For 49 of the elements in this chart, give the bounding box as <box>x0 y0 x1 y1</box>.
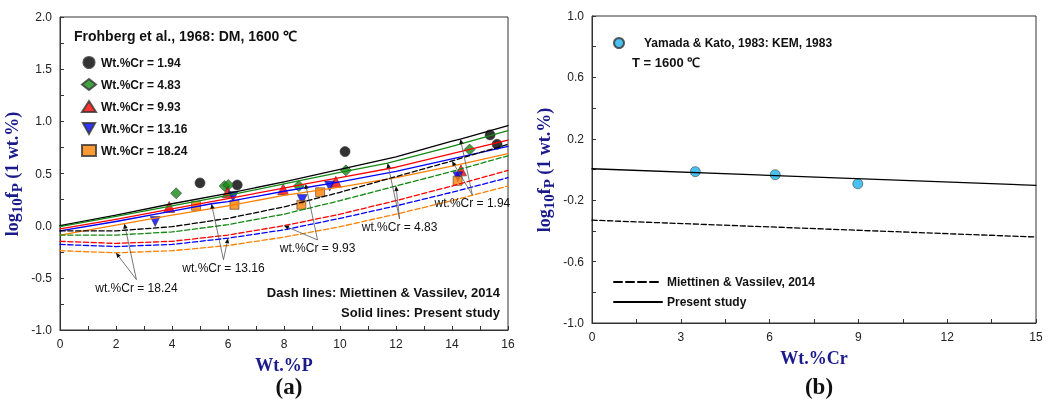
x-axis-title: Wt.%P <box>255 355 313 375</box>
x-tick-label: 15 <box>1029 330 1043 344</box>
annotation: T = 1600 ℃ <box>632 55 701 70</box>
annotation: wt.%Cr = 9.93 <box>278 240 356 255</box>
y-tick-label: 1.5 <box>35 62 53 77</box>
y-tick-label: -1.0 <box>31 323 53 337</box>
x-axis-title: Wt.%Cr <box>780 348 848 368</box>
x-tick-label: 6 <box>224 337 232 351</box>
annotation: wt.%Cr = 13.16 <box>181 260 265 275</box>
annotation: wt.%Cr = 18.24 <box>94 280 178 295</box>
x-tick-label: 16 <box>501 337 515 351</box>
text: (a) <box>275 374 303 399</box>
x-tick-label: 0 <box>588 330 596 344</box>
annotation: wt.%Cr = 1.94 <box>433 196 511 211</box>
x-tick-label: 3 <box>677 330 685 344</box>
y-tick-label: 0.0 <box>35 218 53 233</box>
y-tick-label: 0.2 <box>567 131 585 146</box>
legend-label: Miettinen & Vassilev, 2014 <box>667 275 816 289</box>
legend-title: Frohberg et al., 1968: DM, 1600 ℃ <box>74 28 298 44</box>
legend-label: Wt.%Cr = 1.94 <box>101 55 182 70</box>
x-tick-label: 14 <box>445 337 459 351</box>
legend-label: Wt.%Cr = 13.16 <box>101 121 188 136</box>
annotation: Dash lines: Miettinen & Vassilev, 2014 <box>266 285 501 300</box>
x-tick-label: 0 <box>56 337 64 351</box>
y-tick-label: 0.5 <box>35 166 53 181</box>
annotation: wt.%Cr = 4.83 <box>360 220 438 235</box>
x-tick-label: 8 <box>280 337 288 351</box>
legend-label: Present study <box>667 295 747 309</box>
legend-label: Yamada & Kato, 1983: KEM, 1983 <box>644 36 833 50</box>
x-tick-label: 6 <box>766 330 774 344</box>
y-tick-label: 2.0 <box>35 10 53 24</box>
y-tick-label: -1.0 <box>563 316 585 330</box>
x-tick-label: 12 <box>940 330 955 344</box>
y-tick-label: -0.5 <box>31 270 53 285</box>
x-tick-label: 10 <box>333 337 347 351</box>
x-tick-label: 4 <box>168 337 176 351</box>
y-tick-label: 0.6 <box>567 70 585 85</box>
text: (b) <box>804 374 834 399</box>
x-tick-label: 2 <box>112 337 120 351</box>
y-tick-label: 1.0 <box>567 9 585 23</box>
y-tick-label: -0.6 <box>563 254 585 269</box>
x-tick-label: 12 <box>389 337 403 351</box>
legend-label: Wt.%Cr = 9.93 <box>101 99 182 114</box>
y-tick-label: -0.2 <box>563 193 585 208</box>
legend-label: Wt.%Cr = 18.24 <box>101 143 188 158</box>
x-tick-label: 9 <box>855 330 863 344</box>
legend-label: Wt.%Cr = 4.83 <box>101 77 182 92</box>
y-tick-label: 1.0 <box>35 114 53 129</box>
annotation: Solid lines: Present study <box>341 305 501 320</box>
